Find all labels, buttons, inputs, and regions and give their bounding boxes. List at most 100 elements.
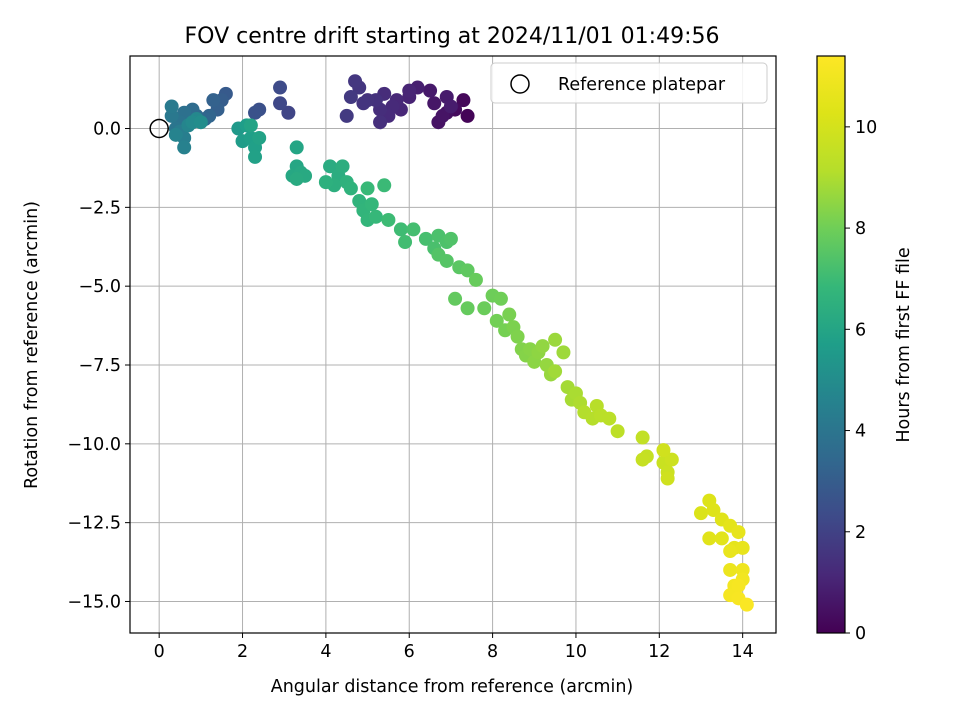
- data-point: [502, 307, 517, 322]
- data-point: [164, 99, 179, 114]
- data-point: [693, 506, 708, 521]
- data-point: [273, 80, 288, 95]
- data-point: [435, 108, 450, 123]
- plot-frame: [129, 55, 777, 634]
- data-point: [714, 531, 729, 546]
- x-tick-label: 4: [320, 642, 331, 662]
- data-point: [702, 531, 717, 546]
- data-point: [243, 118, 258, 133]
- legend: Reference platepar: [490, 62, 768, 104]
- data-point: [339, 108, 354, 123]
- data-point: [248, 149, 263, 164]
- x-axis-ticks: 0 2 4 6 8 10 12 14: [154, 633, 754, 662]
- data-point: [373, 115, 388, 130]
- plot-area: [130, 56, 776, 633]
- data-point: [460, 301, 475, 316]
- data-point: [635, 452, 650, 467]
- data-point: [556, 345, 571, 360]
- data-point: [548, 364, 563, 379]
- y-tick-label: −10.0: [67, 435, 121, 455]
- data-point: [177, 140, 192, 155]
- data-point: [248, 105, 263, 120]
- data-point: [656, 443, 671, 458]
- x-tick-label: 14: [732, 642, 754, 662]
- y-axis-label: Rotation from reference (arcmin): [22, 201, 42, 489]
- data-point: [439, 253, 454, 268]
- data-point: [377, 178, 392, 193]
- data-point: [289, 171, 304, 186]
- x-tick-label: 0: [154, 642, 165, 662]
- data-point: [706, 503, 721, 518]
- data-point: [460, 263, 475, 278]
- y-tick-label: −5.0: [79, 277, 122, 297]
- data-point: [418, 231, 433, 246]
- data-point: [360, 181, 375, 196]
- data-point: [602, 411, 617, 426]
- data-point: [168, 127, 183, 142]
- data-point: [739, 597, 754, 612]
- data-point: [398, 235, 413, 250]
- y-tick-label: −12.5: [67, 514, 121, 534]
- colorbar-tick-label: 6: [855, 320, 866, 340]
- data-point: [664, 452, 679, 467]
- data-point: [356, 96, 371, 111]
- data-point: [443, 231, 458, 246]
- data-point: [368, 209, 383, 224]
- colorbar-ticks: 0 2 4 6 8 10: [845, 118, 877, 644]
- data-point: [393, 222, 408, 237]
- data-point: [443, 99, 458, 114]
- data-point: [610, 424, 625, 439]
- data-point: [731, 525, 746, 540]
- colorbar-label: Hours from first FF file: [894, 247, 914, 442]
- data-point: [660, 471, 675, 486]
- x-tick-label: 12: [648, 642, 670, 662]
- x-tick-label: 2: [237, 642, 248, 662]
- data-point: [423, 83, 438, 98]
- data-point: [468, 272, 483, 287]
- colorbar-tick-label: 4: [855, 422, 866, 442]
- colorbar-tick-label: 2: [855, 523, 866, 543]
- data-point: [206, 93, 221, 108]
- data-point: [273, 96, 288, 111]
- data-point: [343, 181, 358, 196]
- legend-entry-reference: Reference platepar: [558, 75, 726, 95]
- data-point: [281, 105, 296, 120]
- data-point: [364, 197, 379, 212]
- data-point: [402, 83, 417, 98]
- data-point: [731, 578, 746, 593]
- data-point: [427, 96, 442, 111]
- x-axis-label: Angular distance from reference (arcmin): [271, 677, 634, 697]
- colorbar: [816, 55, 846, 634]
- scatter-points: [164, 74, 754, 612]
- data-point: [548, 332, 563, 347]
- y-tick-label: −15.0: [67, 592, 121, 612]
- data-point: [289, 140, 304, 155]
- y-tick-label: −2.5: [79, 198, 122, 218]
- data-point: [252, 130, 267, 145]
- chart-title: FOV centre drift starting at 2024/11/01 …: [185, 24, 720, 49]
- data-point: [535, 339, 550, 354]
- colorbar-tick-label: 8: [855, 219, 866, 239]
- data-point: [348, 74, 363, 89]
- data-point: [723, 544, 738, 559]
- data-point: [510, 329, 525, 344]
- data-point: [477, 301, 492, 316]
- legend-reference-marker: [510, 74, 530, 94]
- data-point: [493, 291, 508, 306]
- data-point: [448, 291, 463, 306]
- grid-lines: [130, 56, 776, 633]
- data-point: [456, 93, 471, 108]
- y-tick-label: −7.5: [79, 356, 122, 376]
- data-point: [323, 159, 338, 174]
- data-point: [335, 159, 350, 174]
- data-point: [635, 430, 650, 445]
- data-point: [318, 175, 333, 190]
- colorbar-tick-label: 10: [855, 118, 877, 138]
- reference-platepar-marker: [149, 118, 169, 139]
- x-tick-label: 10: [565, 642, 587, 662]
- y-tick-label: 0.0: [93, 120, 121, 140]
- data-point: [406, 222, 421, 237]
- data-point: [460, 108, 475, 123]
- x-tick-label: 6: [404, 642, 415, 662]
- data-point: [343, 89, 358, 104]
